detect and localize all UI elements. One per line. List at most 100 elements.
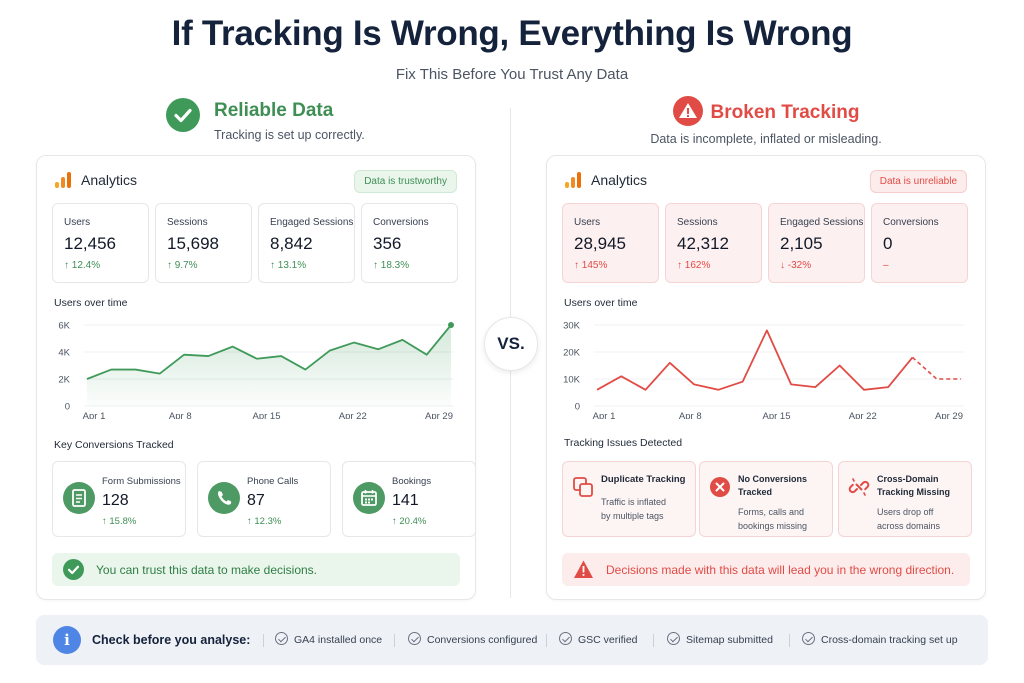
y-tick-label: 0	[65, 402, 70, 413]
metrics-row: Users 12,456 ↑ 12.4% Sessions 15,698 ↑ 9…	[52, 203, 460, 283]
section-label: Key Conversions Tracked	[54, 439, 174, 451]
check-icon	[408, 632, 421, 645]
issue-desc-line1: Users drop off	[877, 507, 934, 517]
metric-value: 356	[373, 234, 402, 253]
chart-label: Users over time	[54, 297, 128, 309]
calendar-icon	[353, 482, 385, 514]
separator	[394, 634, 395, 647]
trust-message-text: You can trust this data to make decision…	[96, 563, 318, 577]
conversion-label: Form Submissions	[102, 476, 181, 487]
series-line	[596, 329, 914, 391]
metric-value: 28,945	[574, 234, 626, 253]
broken-title: Broken Tracking	[710, 102, 860, 123]
metric-card-conversions: Conversions 356 ↑ 18.3%	[361, 203, 458, 283]
checklist-item: Sitemap submitted	[667, 632, 773, 648]
status-badge: Data is unreliable	[869, 170, 967, 193]
y-tick-label: 2K	[58, 375, 70, 386]
x-tick-label: Apr 8	[169, 411, 192, 419]
series-line-dashed	[911, 356, 961, 380]
series-area	[87, 325, 451, 406]
x-tick-label: Apr 1	[593, 411, 616, 419]
broken-title-row: Broken Tracking	[646, 96, 886, 126]
checklist-item-label: Sitemap submitted	[686, 634, 773, 646]
conversions-row: Form Submissions 128 ↑ 15.8% Phone Calls…	[52, 461, 476, 537]
warning-icon	[672, 96, 703, 126]
y-tick-label: 20K	[563, 348, 581, 359]
chart-label: Users over time	[564, 297, 638, 309]
panel-title: Analytics	[591, 172, 648, 188]
conversion-delta: ↑ 12.3%	[247, 516, 281, 527]
issue-card-duplicate: Duplicate Tracking Traffic is inflated b…	[562, 461, 696, 537]
x-tick-label: Apr 29	[425, 411, 453, 419]
y-tick-label: 30K	[563, 321, 581, 332]
metric-value: 2,105	[780, 234, 823, 253]
metric-card-sessions: Sessions 15,698 ↑ 9.7%	[155, 203, 252, 283]
issue-desc-line1: Traffic is inflated	[601, 497, 667, 507]
reliable-description: Tracking is set up correctly.	[214, 128, 365, 142]
data-point	[448, 322, 454, 328]
conversion-value: 141	[392, 492, 419, 509]
metric-label: Engaged Sessions	[270, 217, 354, 228]
metric-label: Sessions	[167, 217, 208, 228]
conversion-delta-value: 15.8%	[109, 516, 137, 527]
issue-card-no-conversions: No Conversions Tracked Forms, calls and …	[699, 461, 833, 537]
issue-title: Duplicate Tracking	[601, 474, 686, 485]
check-icon	[559, 632, 572, 645]
checklist-item: GA4 installed once	[275, 632, 382, 648]
users-over-time-chart: 0 2K 4K 6K Apr 1 Apr 8 Apr 15 Apr 22 Apr 29	[58, 321, 454, 419]
arrow-up-icon: ↑	[167, 260, 175, 271]
metrics-row: Users 28,945 ↑ 145% Sessions 42,312 ↑ 16…	[562, 203, 970, 283]
trust-message: You can trust this data to make decision…	[52, 553, 460, 586]
arrow-up-icon: ↑	[677, 260, 685, 271]
metric-delta: ↑ 13.1%	[270, 260, 306, 271]
separator	[546, 634, 547, 647]
section-label: Tracking Issues Detected	[564, 437, 683, 449]
metric-value: 8,842	[270, 234, 313, 253]
conversion-label: Bookings	[392, 476, 432, 487]
x-tick-label: Apr 1	[83, 411, 106, 419]
separator	[263, 634, 264, 647]
broken-link-icon	[848, 476, 870, 498]
conversion-label: Phone Calls	[247, 476, 299, 487]
metric-label: Users	[574, 217, 601, 228]
issue-desc-line2: bookings missing	[738, 521, 808, 531]
x-tick-label: Apr 22	[339, 411, 367, 419]
x-tick-label: Apr 8	[679, 411, 702, 419]
metric-delta: –	[883, 260, 889, 271]
metric-label: Conversions	[373, 217, 429, 228]
y-tick-label: 6K	[58, 321, 70, 332]
checklist-label: Check before you analyse:	[92, 633, 251, 647]
reliable-title: Reliable Data	[214, 100, 334, 121]
conversion-delta: ↑ 20.4%	[392, 516, 426, 527]
metric-label: Engaged Sessions	[780, 217, 864, 228]
check-circle-icon	[166, 98, 200, 132]
metric-delta-value: 162%	[684, 260, 711, 271]
broken-panel: Analytics Data is unreliable Users 28,94…	[546, 155, 986, 600]
checklist-bar: i Check before you analyse: GA4 installe…	[36, 615, 988, 665]
separator	[789, 634, 790, 647]
form-icon	[63, 482, 95, 514]
metric-delta: ↓ -32%	[780, 260, 811, 271]
warning-message: Decisions made with this data will lead …	[562, 553, 970, 586]
metric-value: 0	[883, 234, 893, 253]
info-icon: i	[53, 626, 81, 654]
metric-delta: ↑ 145%	[574, 260, 607, 271]
metric-delta-value: 9.7%	[174, 260, 198, 271]
metric-delta-value: 13.1%	[277, 260, 307, 271]
arrow-up-icon: ↑	[247, 516, 255, 527]
metric-delta: ↑ 18.3%	[373, 260, 409, 271]
page-title: If Tracking Is Wrong, Everything Is Wron…	[171, 14, 853, 53]
error-icon	[709, 476, 731, 498]
status-badge: Data is trustworthy	[354, 170, 457, 193]
conversion-card-calls: Phone Calls 87 ↑ 12.3%	[197, 461, 331, 537]
conversion-delta: ↑ 15.8%	[102, 516, 136, 527]
metric-value: 12,456	[64, 234, 116, 253]
checklist-item-label: Cross-domain tracking set up	[821, 634, 958, 646]
phone-icon	[208, 482, 240, 514]
arrow-up-icon: ↑	[574, 260, 582, 271]
page-subtitle: Fix This Before You Trust Any Data	[395, 66, 629, 83]
arrow-up-icon: ↑	[392, 516, 400, 527]
broken-heading: Broken Tracking Data is incomplete, infl…	[646, 96, 886, 148]
metric-card-conversions: Conversions 0 –	[871, 203, 968, 283]
x-tick-label: Apr 15	[763, 411, 791, 419]
